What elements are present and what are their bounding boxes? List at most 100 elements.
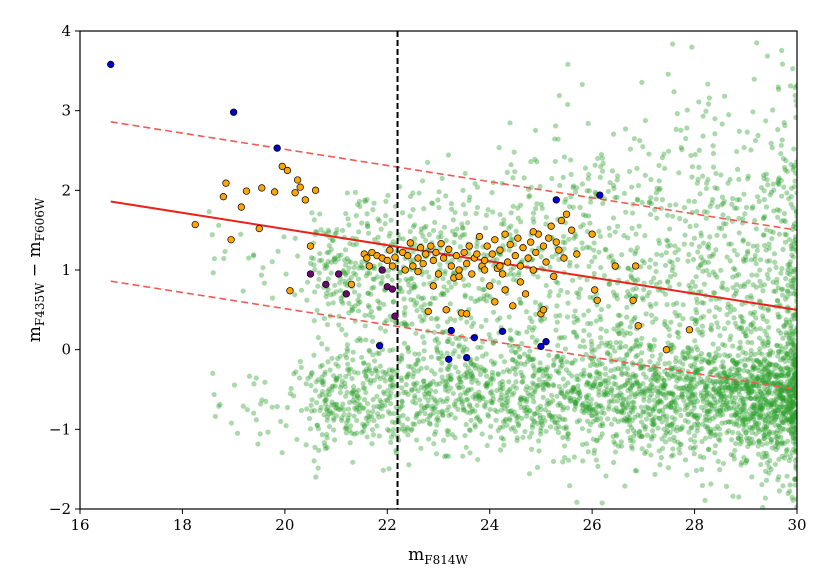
background-point bbox=[317, 393, 323, 399]
background-point bbox=[586, 381, 592, 387]
background-point bbox=[744, 294, 750, 300]
background-point bbox=[410, 206, 416, 213]
background-point bbox=[779, 369, 785, 375]
background-point bbox=[781, 324, 787, 330]
background-point bbox=[364, 223, 371, 229]
background-point bbox=[668, 342, 674, 348]
background-point bbox=[625, 400, 631, 406]
background-point bbox=[740, 405, 746, 411]
orange-point bbox=[386, 246, 394, 254]
background-point bbox=[524, 329, 530, 335]
background-point bbox=[469, 373, 476, 379]
background-point bbox=[640, 371, 647, 377]
background-point bbox=[362, 198, 369, 205]
background-point bbox=[793, 347, 797, 353]
background-point bbox=[790, 412, 796, 418]
background-point bbox=[782, 296, 789, 302]
background-point bbox=[731, 383, 737, 390]
background-point bbox=[483, 382, 489, 388]
background-point bbox=[377, 397, 383, 404]
background-point bbox=[619, 252, 625, 258]
background-point bbox=[764, 53, 771, 59]
background-point bbox=[744, 411, 750, 417]
background-point bbox=[468, 315, 474, 321]
background-point bbox=[764, 318, 770, 324]
background-point bbox=[740, 400, 746, 406]
background-point bbox=[508, 408, 514, 414]
background-point bbox=[666, 391, 672, 397]
background-point bbox=[731, 379, 737, 386]
background-point bbox=[443, 329, 449, 335]
background-point bbox=[670, 264, 676, 270]
background-point bbox=[633, 285, 639, 292]
background-point bbox=[570, 360, 576, 366]
background-point bbox=[557, 400, 563, 407]
background-point bbox=[744, 457, 750, 463]
background-point bbox=[370, 396, 376, 403]
background-point bbox=[597, 375, 603, 381]
background-point bbox=[673, 384, 679, 390]
background-point bbox=[597, 381, 604, 388]
background-point bbox=[754, 376, 760, 382]
background-point bbox=[543, 214, 549, 220]
background-point bbox=[790, 254, 797, 260]
background-point bbox=[629, 382, 635, 388]
background-point bbox=[508, 223, 514, 229]
background-point bbox=[790, 246, 796, 252]
background-point bbox=[745, 427, 752, 433]
background-point bbox=[717, 391, 723, 397]
background-point bbox=[381, 374, 387, 380]
background-point bbox=[789, 415, 795, 421]
background-point bbox=[778, 388, 784, 395]
background-point bbox=[438, 292, 444, 298]
background-point bbox=[671, 438, 678, 444]
background-point bbox=[467, 450, 473, 456]
background-point bbox=[736, 367, 742, 373]
background-point bbox=[425, 403, 431, 409]
background-point bbox=[623, 209, 629, 215]
background-point bbox=[577, 286, 583, 292]
background-point bbox=[466, 387, 472, 393]
background-point bbox=[597, 381, 603, 387]
background-point bbox=[725, 419, 731, 425]
background-point bbox=[704, 267, 710, 274]
background-point bbox=[703, 392, 710, 398]
background-point bbox=[550, 458, 557, 464]
background-point bbox=[414, 300, 420, 306]
background-point bbox=[793, 374, 797, 381]
background-point bbox=[571, 319, 577, 325]
background-point bbox=[777, 387, 783, 393]
background-point bbox=[664, 237, 670, 243]
background-point bbox=[636, 433, 642, 439]
background-point bbox=[569, 373, 575, 379]
background-point bbox=[721, 198, 727, 205]
background-point bbox=[474, 402, 480, 408]
background-point bbox=[330, 300, 336, 306]
background-point bbox=[752, 137, 759, 144]
background-point bbox=[620, 400, 626, 406]
background-point bbox=[788, 325, 794, 331]
background-point bbox=[772, 372, 778, 378]
background-point bbox=[677, 406, 683, 413]
background-point bbox=[762, 417, 769, 424]
background-point bbox=[518, 202, 524, 208]
background-point bbox=[326, 391, 332, 398]
background-point bbox=[426, 231, 432, 238]
background-point bbox=[792, 373, 797, 379]
background-point bbox=[486, 332, 492, 338]
background-point bbox=[421, 316, 427, 323]
background-point bbox=[694, 415, 700, 422]
background-point bbox=[787, 83, 794, 89]
background-point bbox=[659, 252, 665, 258]
background-point bbox=[370, 408, 376, 415]
background-point bbox=[792, 352, 797, 358]
background-point bbox=[778, 387, 784, 393]
background-point bbox=[628, 275, 635, 281]
background-point bbox=[558, 356, 564, 363]
x-tick-label: 20 bbox=[275, 516, 294, 534]
background-point bbox=[377, 300, 383, 306]
background-point bbox=[794, 103, 797, 109]
background-point bbox=[572, 308, 578, 314]
background-point bbox=[382, 328, 388, 334]
background-point bbox=[634, 196, 640, 202]
